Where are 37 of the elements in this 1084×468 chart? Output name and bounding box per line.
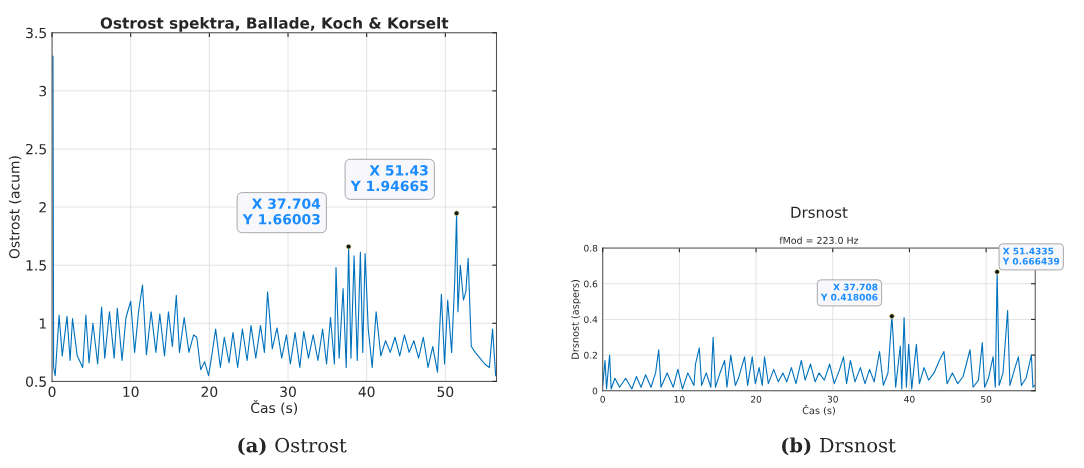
text: (b) Drsnost <box>782 437 896 456</box>
annotation: X 37.704 Y 1.66003 <box>242 198 321 225</box>
y-tick-label: 1.5 <box>26 260 46 271</box>
x-tick-label: 20 <box>201 386 218 398</box>
chart-title: Ostrost spektra, Ballade, Koch & Korselt <box>100 16 449 32</box>
y-axis-title: Ostrost (acum) <box>8 156 22 259</box>
annotation: X 51.4335 Y 0.666439 <box>1002 247 1060 265</box>
x-tick-label: 0 <box>48 386 56 398</box>
y-tick-label: 0.5 <box>26 376 46 387</box>
x-tick-label: 0 <box>600 395 605 403</box>
chart-title: Drsnost <box>791 206 848 219</box>
x-tick-label: 10 <box>674 395 685 403</box>
x-tick-label: 20 <box>751 395 762 403</box>
y-tick-label: 0.2 <box>584 351 597 359</box>
x-axis-title: Čas (s) <box>802 405 835 416</box>
line-series <box>52 55 497 377</box>
x-axis-title: Čas (s) <box>251 400 298 415</box>
x-tick-label: 40 <box>358 386 375 398</box>
y-tick-label: 3 <box>39 85 47 97</box>
x-tick-label: 10 <box>123 386 139 398</box>
y-tick-label: 0.4 <box>584 316 598 323</box>
chart-subtitle: fMod = 223.0 Hz <box>779 236 859 245</box>
y-tick-label: 0.8 <box>584 244 598 252</box>
y-axis-title: Drsnost (aspers) <box>571 280 581 359</box>
y-tick-label: 0.6 <box>584 280 598 288</box>
x-tick-label: 50 <box>437 386 454 398</box>
y-tick-label: 3.5 <box>26 27 46 39</box>
x-tick-label: 40 <box>904 395 915 403</box>
x-tick-label: 30 <box>827 395 838 403</box>
annotation: X 51.43 Y 1.94665 <box>350 165 428 192</box>
x-tick-label: 30 <box>280 386 296 398</box>
annotation: X 37.708 Y 0.418006 <box>820 283 878 301</box>
y-tick-label: 2.5 <box>26 143 46 155</box>
x-tick-label: 50 <box>981 395 992 403</box>
y-tick-label: 1 <box>39 318 46 329</box>
y-tick-label: 2 <box>39 202 46 213</box>
text: (a) Ostrost <box>238 437 347 456</box>
